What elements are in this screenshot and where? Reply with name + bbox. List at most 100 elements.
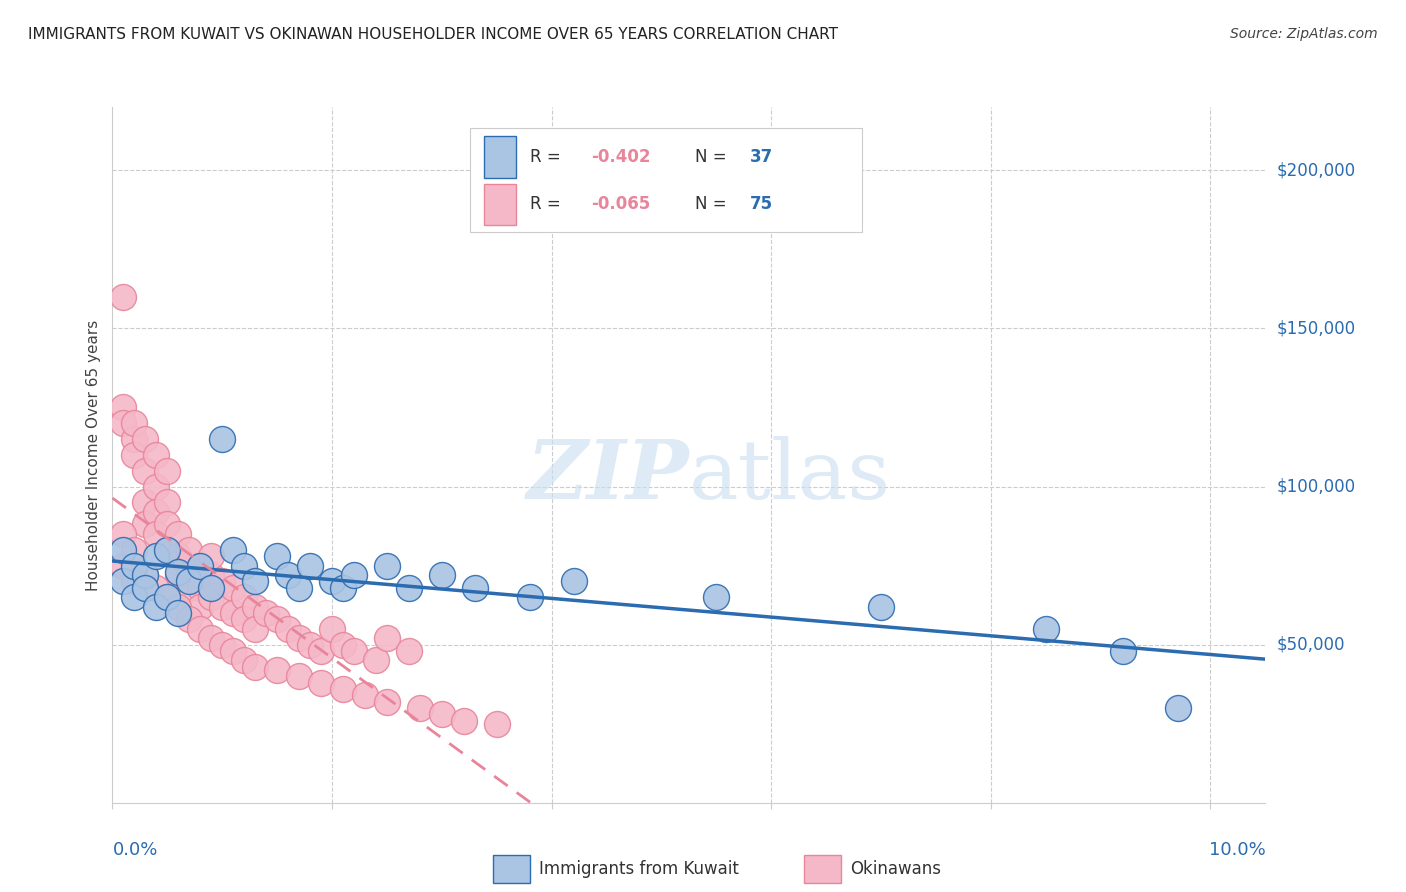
Point (233, 558, 256, 573)
Point (343, 644, 366, 658)
Point (134, 581, 156, 595)
Point (145, 549, 167, 563)
Point (179, 581, 201, 595)
Point (134, 568, 156, 582)
Text: $200,000: $200,000 (1277, 161, 1355, 179)
Text: R =: R = (530, 195, 565, 213)
Text: N =: N = (695, 195, 731, 213)
Point (309, 644, 332, 658)
Point (409, 701, 432, 715)
Text: ZIP: ZIP (526, 436, 689, 516)
Point (179, 542, 201, 557)
Point (211, 574, 233, 589)
Point (200, 591, 222, 605)
Point (179, 574, 201, 589)
Point (112, 401, 135, 415)
Point (321, 622, 343, 636)
Point (266, 663, 288, 677)
Text: 75: 75 (749, 195, 773, 213)
Point (706, 591, 728, 605)
Point (200, 581, 222, 595)
Point (343, 568, 366, 582)
Point (354, 688, 377, 702)
Point (485, 716, 508, 731)
FancyBboxPatch shape (804, 855, 841, 883)
Text: 10.0%: 10.0% (1209, 841, 1265, 859)
Text: R =: R = (530, 148, 565, 166)
Y-axis label: Householder Income Over 65 years: Householder Income Over 65 years (86, 319, 101, 591)
Text: N =: N = (695, 148, 731, 166)
Point (156, 464, 179, 478)
Point (430, 568, 453, 582)
Point (453, 714, 475, 728)
Text: IMMIGRANTS FROM KUWAIT VS OKINAWAN HOUSEHOLDER INCOME OVER 65 YEARS CORRELATION : IMMIGRANTS FROM KUWAIT VS OKINAWAN HOUSE… (28, 27, 838, 42)
Point (145, 527, 167, 541)
Point (299, 638, 322, 652)
Point (398, 644, 420, 658)
Point (222, 542, 245, 557)
Point (245, 660, 267, 674)
Point (277, 622, 299, 636)
Point (167, 599, 190, 614)
Point (1111, 644, 1133, 658)
Point (332, 638, 354, 652)
FancyBboxPatch shape (470, 128, 862, 232)
Point (266, 612, 288, 626)
Point (188, 622, 211, 636)
Point (254, 606, 277, 620)
Point (309, 675, 332, 690)
Point (145, 448, 167, 462)
Point (156, 542, 179, 557)
Point (167, 568, 190, 582)
Text: Okinawans: Okinawans (851, 860, 942, 878)
Point (321, 574, 343, 589)
Point (134, 568, 156, 582)
Point (332, 681, 354, 696)
Point (233, 653, 256, 667)
Text: -0.402: -0.402 (591, 148, 651, 166)
Point (112, 290, 135, 304)
Point (870, 599, 893, 614)
Point (430, 707, 453, 722)
Point (112, 542, 135, 557)
Point (124, 432, 146, 446)
Point (288, 669, 311, 683)
Point (233, 612, 256, 626)
Point (124, 417, 146, 431)
Point (124, 591, 146, 605)
Point (364, 653, 387, 667)
Text: Immigrants from Kuwait: Immigrants from Kuwait (538, 860, 740, 878)
Point (375, 695, 398, 709)
Text: $150,000: $150,000 (1277, 319, 1355, 337)
Text: -0.065: -0.065 (591, 195, 650, 213)
Point (134, 464, 156, 478)
Point (167, 549, 190, 563)
Point (200, 632, 222, 646)
Point (222, 644, 245, 658)
Point (167, 606, 190, 620)
Point (145, 479, 167, 493)
Point (156, 517, 179, 532)
Text: atlas: atlas (689, 436, 891, 516)
Point (124, 558, 146, 573)
Point (211, 599, 233, 614)
Point (124, 542, 146, 557)
Point (134, 495, 156, 509)
Point (288, 632, 311, 646)
Point (156, 495, 179, 509)
FancyBboxPatch shape (484, 136, 516, 178)
Text: 37: 37 (749, 148, 773, 166)
Point (266, 549, 288, 563)
Point (245, 599, 267, 614)
Point (211, 432, 233, 446)
Point (112, 574, 135, 589)
Point (277, 568, 299, 582)
FancyBboxPatch shape (494, 855, 530, 883)
Point (145, 581, 167, 595)
Point (167, 565, 190, 579)
Point (156, 542, 179, 557)
Point (179, 612, 201, 626)
Point (188, 558, 211, 573)
Text: $50,000: $50,000 (1277, 636, 1346, 654)
Point (200, 568, 222, 582)
